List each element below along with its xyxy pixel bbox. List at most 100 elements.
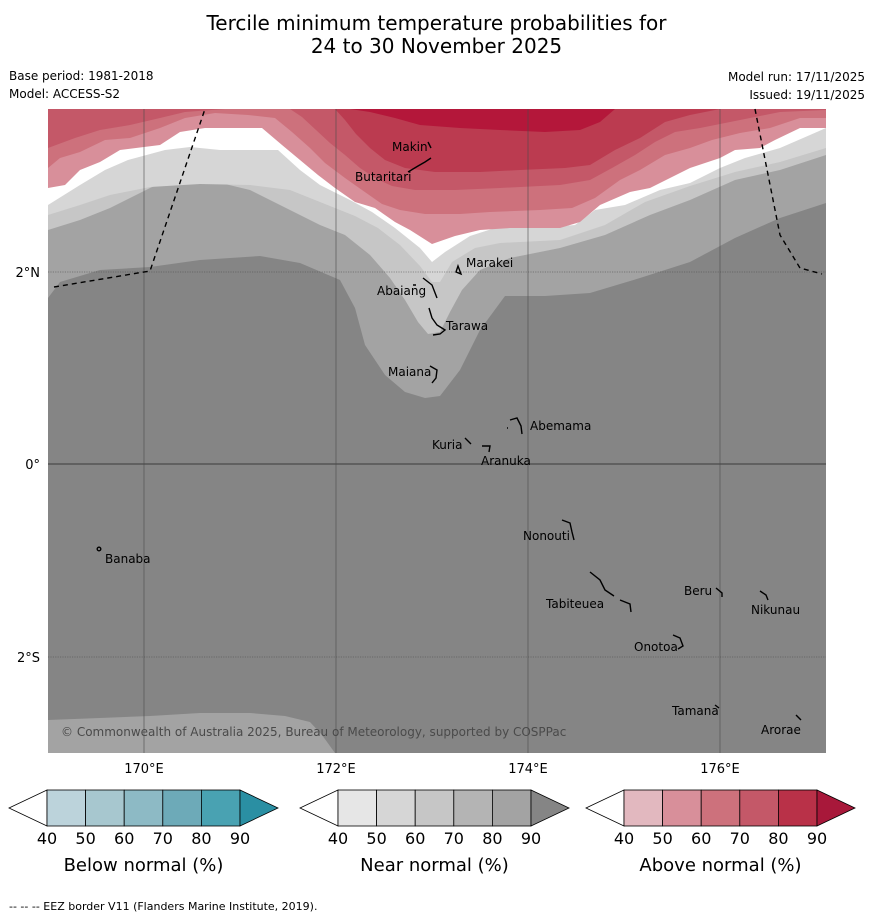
forecast-map[interactable]: Makin Butaritari Marakei Abaiang Tarawa … xyxy=(0,0,873,890)
colorbar-near-segment xyxy=(414,789,455,827)
islands xyxy=(96,141,802,721)
colorbar-below-label: Below normal (%) xyxy=(64,855,224,876)
label-butaritari: Butaritari xyxy=(355,170,412,184)
lat-label-2s: 2°S xyxy=(17,651,40,666)
colorbar-below: 40 50 60 70 80 90 Below normal (%) xyxy=(8,789,279,876)
colorbar-below-tick: 70 xyxy=(153,829,173,848)
colorbar-near-tick: 50 xyxy=(366,829,386,848)
label-arorae: Arorae xyxy=(761,723,801,737)
island-abaiang-shape xyxy=(413,277,438,299)
island-tamana-shape xyxy=(714,704,720,709)
issued-date: Issued: 19/11/2025 xyxy=(749,88,865,102)
lat-label-0: 0° xyxy=(25,458,40,473)
island-arorae-shape xyxy=(795,714,802,721)
lon-label-176: 176°E xyxy=(700,762,740,777)
colorbar-below-segment xyxy=(162,789,202,827)
colorbar-above-tick: 40 xyxy=(614,829,634,848)
colorbar-near-tick: 60 xyxy=(405,829,425,848)
axis-labels: 2°N 0° 2°S 170°E 172°E 174°E 176°E xyxy=(16,266,740,777)
colorbar-below-tick: 80 xyxy=(191,829,211,848)
colorbar-above: 40 50 60 70 80 90 Above normal (%) xyxy=(585,789,856,876)
eez-border-west xyxy=(53,108,206,288)
island-tabiteuea-shape xyxy=(589,571,632,613)
colorbar-above-segment xyxy=(700,789,741,827)
title-line-1: Tercile minimum temperature probabilitie… xyxy=(206,11,667,35)
model-run: Model run: 17/11/2025 xyxy=(727,70,865,84)
island-abemama-shape xyxy=(507,417,523,435)
graticule xyxy=(48,109,826,753)
title-line-2: 24 to 30 November 2025 xyxy=(310,34,563,58)
label-nikunau: Nikunau xyxy=(751,603,800,617)
label-tarawa: Tarawa xyxy=(445,319,488,333)
label-marakei: Marakei xyxy=(466,256,513,270)
label-kuria: Kuria xyxy=(432,438,463,452)
colorbar-below-tick: 50 xyxy=(75,829,95,848)
island-makin-shape xyxy=(407,141,432,173)
colorbar-above-segment xyxy=(778,789,818,827)
colorbar-below-tick: 90 xyxy=(230,829,250,848)
colorbar-above-tick: 80 xyxy=(768,829,788,848)
place-labels: Makin Butaritari Marakei Abaiang Tarawa … xyxy=(105,140,801,737)
colorbar-above-tick: 90 xyxy=(807,829,827,848)
colorbar-near-segment xyxy=(337,789,377,827)
lon-label-174: 174°E xyxy=(508,762,548,777)
label-aranuka: Aranuka xyxy=(481,454,531,468)
label-beru: Beru xyxy=(684,584,712,598)
island-nikunau-shape xyxy=(759,590,769,601)
label-tamana: Tamana xyxy=(671,704,719,718)
colorbar-near-max-arrow xyxy=(530,789,570,827)
colorbar-near-label: Near normal (%) xyxy=(360,855,509,876)
label-abaiang: Abaiang xyxy=(377,284,426,298)
colorbar-near-min-arrow xyxy=(299,789,339,827)
colorbar-below-segment xyxy=(123,789,164,827)
island-banaba-shape xyxy=(96,546,102,552)
island-kuria-aranuka-shape xyxy=(464,437,491,453)
island-nonouti-shape xyxy=(561,519,575,541)
label-abemama: Abemama xyxy=(530,419,591,433)
label-onotoa: Onotoa xyxy=(634,640,678,654)
colorbar-near-segment xyxy=(376,789,416,827)
base-period: Base period: 1981-2018 xyxy=(9,69,154,83)
colorbar-below-max-arrow xyxy=(239,789,279,827)
colorbar-below-tick: 60 xyxy=(114,829,134,848)
island-maiana-shape xyxy=(429,365,438,384)
colorbar-below-segment xyxy=(46,789,86,827)
copyright-notice: © Commonwealth of Australia 2025, Bureau… xyxy=(61,725,566,739)
legend-colorbars: 40 50 60 70 80 90 Below normal (%) 40 50 60 70 80 90… xyxy=(8,789,856,876)
lon-label-172: 172°E xyxy=(316,762,356,777)
field-above-4 xyxy=(48,109,826,172)
label-maiana: Maiana xyxy=(388,365,431,379)
label-nonouti: Nonouti xyxy=(523,529,570,543)
island-onotoa-shape xyxy=(672,634,684,650)
colorbar-below-tick: 40 xyxy=(37,829,57,848)
colorbar-near-tick: 90 xyxy=(521,829,541,848)
colorbar-near-tick: 40 xyxy=(328,829,348,848)
colorbar-near-segment xyxy=(453,789,493,827)
colorbar-below-segment xyxy=(85,789,125,827)
colorbar-near-tick: 70 xyxy=(444,829,464,848)
colorbar-above-segment xyxy=(662,789,702,827)
colorbar-near: 40 50 60 70 80 90 Near normal (%) xyxy=(299,789,570,876)
eez-footnote: -- -- -- EEZ border V11 (Flanders Marine… xyxy=(9,900,318,913)
map-title: Tercile minimum temperature probabilitie… xyxy=(0,12,873,58)
colorbar-below-min-arrow xyxy=(8,789,48,827)
probability-field xyxy=(48,109,826,753)
colorbar-above-tick: 70 xyxy=(730,829,750,848)
label-tabiteuea: Tabiteuea xyxy=(545,597,604,611)
island-marakei-shape xyxy=(455,263,463,276)
field-near-mid-south xyxy=(48,713,335,753)
colorbar-near-tick: 80 xyxy=(482,829,502,848)
colorbar-above-max-arrow xyxy=(816,789,856,827)
lat-label-2n: 2°N xyxy=(16,266,41,281)
label-makin: Makin xyxy=(392,140,428,154)
colorbar-above-label: Above normal (%) xyxy=(639,855,801,876)
model-name: Model: ACCESS-S2 xyxy=(9,87,121,101)
field-above-5 xyxy=(350,109,615,132)
colorbar-below-segment xyxy=(200,789,241,827)
colorbar-above-tick: 50 xyxy=(652,829,672,848)
colorbar-above-min-arrow xyxy=(585,789,625,827)
label-banaba: Banaba xyxy=(105,552,151,566)
island-beru-shape xyxy=(715,587,723,597)
colorbar-above-tick: 60 xyxy=(691,829,711,848)
colorbar-above-segment xyxy=(739,789,779,827)
